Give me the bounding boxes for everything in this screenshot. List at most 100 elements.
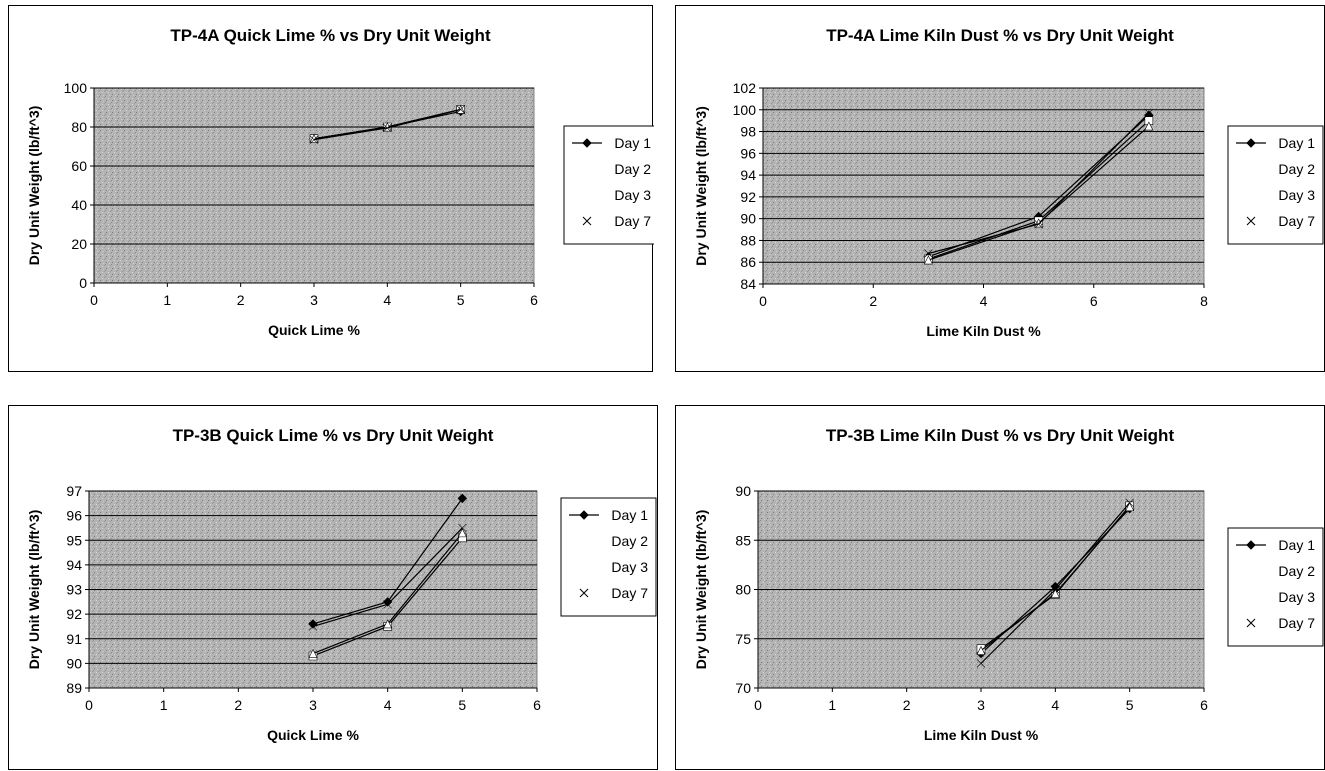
y-tick-label: 95 (66, 532, 82, 548)
legend-label-day-3: Day 3 (614, 187, 651, 203)
point-day-3 (976, 645, 986, 655)
y-tick-label: 60 (71, 158, 87, 174)
x-tick-label: 0 (85, 697, 93, 713)
y-tick-label: 85 (735, 532, 751, 548)
legend-marker-day-7 (579, 588, 589, 598)
y-axis-label: Dry Unit Weight (lb/ft^3) (693, 510, 709, 670)
point-day-3 (308, 648, 318, 658)
point-day-3 (309, 134, 319, 143)
y-tick-label: 100 (733, 102, 757, 118)
x-tick-label: 2 (237, 292, 245, 308)
legend-label-day-3: Day 3 (611, 559, 648, 575)
x-tick-label: 2 (903, 697, 911, 713)
legend-marker-day-1 (1246, 138, 1256, 148)
x-tick-label: 3 (309, 697, 317, 713)
plot-area (93, 87, 535, 284)
point-day-3 (923, 255, 933, 265)
legend-label-day-7: Day 7 (611, 585, 648, 601)
y-tick-label: 88 (740, 232, 756, 248)
x-tick-label: 4 (1051, 697, 1059, 713)
x-axis-label: Lime Kiln Dust % (926, 323, 1041, 339)
y-tick-label: 92 (66, 606, 82, 622)
point-day-7 (456, 105, 465, 114)
y-tick-label: 96 (740, 145, 756, 161)
x-axis-label: Lime Kiln Dust % (924, 727, 1039, 743)
legend-label-day-2: Day 2 (611, 533, 648, 549)
legend: Day 1 Day 2 Day 3 Day 7 (1227, 527, 1324, 647)
legend: Day 1 Day 2 Day 3 Day 7 (563, 125, 654, 245)
y-tick-label: 98 (740, 124, 756, 140)
legend-box (1227, 527, 1324, 647)
legend-box (560, 497, 657, 617)
x-tick-label: 0 (759, 293, 767, 309)
point-day-1 (457, 493, 468, 504)
chart-svg: 70 75 80 85 90 0 1 2 3 4 5 6 Lime Kiln Dust % Dry Uni… (693, 483, 1324, 743)
chart-title: TP-3B Lime Kiln Dust % vs Dry Unit Weigh… (825, 426, 1175, 445)
x-tick-label: 3 (977, 697, 985, 713)
y-axis-label: Dry Unit Weight (lb/ft^3) (26, 510, 42, 670)
y-tick-label: 70 (735, 680, 751, 696)
legend-marker-day-7 (1246, 216, 1256, 226)
legend-label-day-2: Day 2 (614, 161, 651, 177)
y-tick-label: 94 (66, 557, 82, 573)
y-tick-label: 75 (735, 631, 751, 647)
x-axis-label: Quick Lime % (268, 322, 360, 338)
point-day-7 (1125, 498, 1134, 508)
x-tick-label: 3 (310, 292, 318, 308)
point-day-3 (1050, 588, 1060, 598)
y-tick-label: 89 (66, 680, 82, 696)
x-tick-label: 2 (869, 293, 877, 309)
point-day-7 (458, 523, 467, 533)
y-tick-label: 94 (740, 167, 756, 183)
y-tick-label: 100 (64, 80, 88, 96)
point-day-2 (1144, 116, 1154, 125)
legend-marker-day-1 (582, 138, 592, 148)
legend-label-day-2: Day 2 (1278, 563, 1315, 579)
y-tick-label: 0 (79, 275, 87, 291)
x-tick-label: 6 (533, 697, 541, 713)
legend-label-day-1: Day 1 (611, 507, 648, 523)
legend-label-day-7: Day 7 (614, 213, 651, 229)
x-tick-label: 4 (980, 293, 988, 309)
legend-label-day-1: Day 1 (1278, 537, 1315, 553)
chart-panel-tp4a-quick-lime: TP-4A Quick Lime % vs Dry Unit Weight 0 2… (8, 5, 654, 372)
legend-label-day-1: Day 1 (1278, 135, 1315, 151)
x-tick-label: 1 (160, 697, 168, 713)
point-day-7 (308, 622, 318, 631)
chart-svg: 89 90 91 92 93 94 95 96 97 0 1 2 3 4 5 6 Quick Lime % Dry… (26, 483, 657, 743)
y-tick-label: 97 (66, 483, 82, 499)
x-tick-label: 4 (384, 697, 392, 713)
legend-marker-day-1 (579, 510, 589, 520)
x-tick-label: 6 (1200, 697, 1208, 713)
chart-panel-tp3b-lime-kiln-dust: TP-3B Lime Kiln Dust % vs Dry Unit Weigh… (675, 405, 1325, 770)
x-tick-label: 5 (458, 697, 466, 713)
x-tick-label: 8 (1200, 293, 1208, 309)
y-tick-label: 102 (733, 80, 757, 96)
legend-label-day-7: Day 7 (1278, 213, 1315, 229)
x-tick-label: 6 (1090, 293, 1098, 309)
point-day-7 (309, 135, 319, 144)
point-day-7 (383, 123, 392, 133)
point-day-3 (1144, 121, 1154, 131)
legend-label-day-2: Day 2 (1278, 161, 1315, 177)
legend-label-day-1: Day 1 (614, 135, 651, 151)
legend-label-day-3: Day 3 (1278, 589, 1315, 605)
x-tick-label: 0 (754, 697, 762, 713)
legend-box (1227, 125, 1324, 245)
legend-marker-day-7 (582, 216, 592, 226)
chart-svg: 0 20 40 60 80 100 0 1 2 3 4 5 6 Quick Lime % Dry Unit … (26, 80, 654, 338)
y-tick-label: 93 (66, 582, 82, 598)
y-tick-label: 90 (735, 483, 751, 499)
point-day-3 (457, 528, 467, 538)
x-tick-label: 4 (383, 292, 391, 308)
legend-label-day-7: Day 7 (1278, 615, 1315, 631)
chart-title: TP-4A Quick Lime % vs Dry Unit Weight (170, 26, 491, 45)
legend: Day 1 Day 2 Day 3 Day 7 (1227, 125, 1324, 245)
y-tick-label: 96 (66, 508, 82, 524)
point-day-7 (1144, 108, 1154, 118)
chart-svg: 84 86 88 90 92 94 96 98 100 102 0 2 4 6 8 Lime Kiln Dus… (693, 80, 1324, 339)
y-tick-label: 91 (66, 631, 82, 647)
y-tick-label: 86 (740, 254, 756, 270)
y-tick-label: 92 (740, 189, 756, 205)
x-tick-label: 1 (163, 292, 171, 308)
